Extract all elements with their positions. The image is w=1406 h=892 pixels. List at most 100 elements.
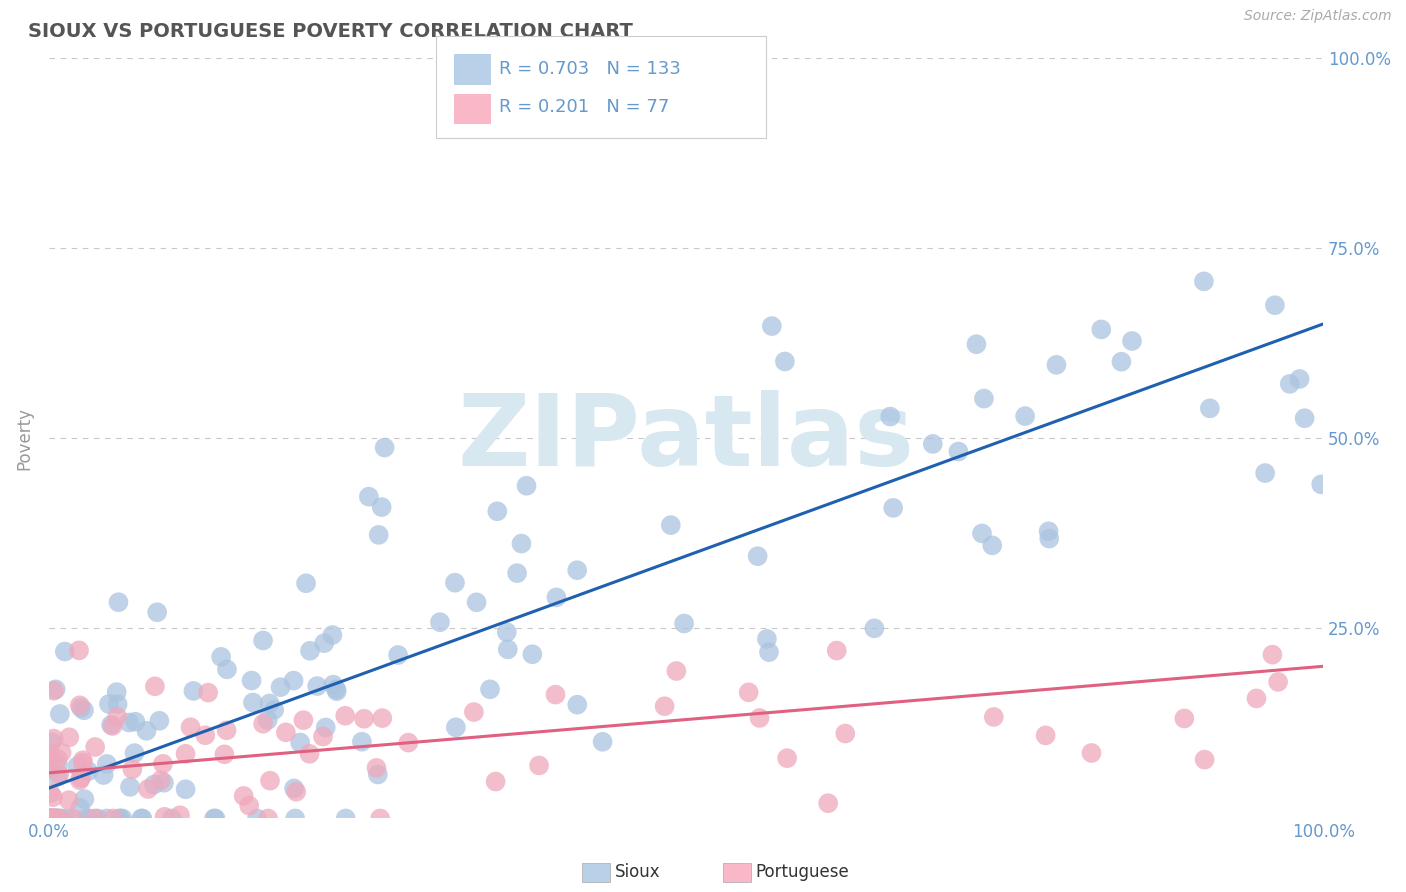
Point	[238, 798, 260, 813]
Point	[1080, 746, 1102, 760]
Point	[73, 703, 96, 717]
Point	[39, 812, 62, 826]
Point	[981, 538, 1004, 552]
Point	[124, 714, 146, 729]
Point	[1090, 322, 1112, 336]
Point	[41, 735, 63, 749]
Point	[259, 773, 281, 788]
Point	[84, 739, 107, 754]
Point	[983, 710, 1005, 724]
Point	[180, 720, 202, 734]
Point	[285, 785, 308, 799]
Point	[673, 616, 696, 631]
Point	[371, 711, 394, 725]
Point	[118, 780, 141, 794]
Point	[75, 812, 97, 826]
Point	[146, 605, 169, 619]
Point	[284, 812, 307, 826]
Text: R = 0.201   N = 77: R = 0.201 N = 77	[499, 98, 669, 116]
Point	[761, 319, 783, 334]
Point	[246, 812, 269, 826]
Point	[283, 781, 305, 796]
Point	[738, 685, 761, 699]
Text: SIOUX VS PORTUGUESE POVERTY CORRELATION CHART: SIOUX VS PORTUGUESE POVERTY CORRELATION …	[28, 22, 633, 41]
Point	[46, 757, 69, 772]
Point	[69, 698, 91, 713]
Point	[1192, 274, 1215, 288]
Point	[174, 782, 197, 797]
Point	[335, 708, 357, 723]
Point	[879, 409, 901, 424]
Point	[194, 728, 217, 742]
Point	[1038, 532, 1060, 546]
Point	[665, 664, 688, 678]
Point	[758, 645, 780, 659]
Point	[274, 725, 297, 739]
Point	[882, 500, 904, 515]
Point	[387, 648, 409, 662]
Point	[111, 812, 134, 826]
Point	[496, 642, 519, 657]
Point	[232, 789, 254, 803]
Point	[41, 812, 63, 826]
Point	[299, 644, 322, 658]
Point	[69, 801, 91, 815]
Point	[215, 662, 238, 676]
Point	[202, 812, 225, 826]
Point	[1173, 711, 1195, 725]
Point	[152, 756, 174, 771]
Point	[100, 718, 122, 732]
Point	[240, 673, 263, 688]
Point	[70, 771, 93, 785]
Point	[315, 721, 337, 735]
Point	[506, 566, 529, 580]
Point	[252, 716, 274, 731]
Point	[748, 711, 770, 725]
Point	[396, 736, 419, 750]
Point	[83, 812, 105, 826]
Point	[107, 697, 129, 711]
Point	[292, 713, 315, 727]
Point	[51, 812, 73, 826]
Point	[659, 518, 682, 533]
Point	[58, 793, 80, 807]
Point	[38, 747, 60, 761]
Point	[776, 751, 799, 765]
Text: ZIPatlas: ZIPatlas	[457, 390, 914, 486]
Point	[93, 768, 115, 782]
Point	[204, 812, 226, 826]
Point	[515, 479, 537, 493]
Point	[259, 697, 281, 711]
Point	[214, 747, 236, 762]
Point	[96, 812, 118, 826]
Point	[101, 719, 124, 733]
Point	[48, 812, 70, 826]
Point	[66, 759, 89, 773]
Point	[103, 812, 125, 826]
Point	[921, 437, 943, 451]
Point	[45, 812, 67, 826]
Point	[463, 705, 485, 719]
Point	[143, 679, 166, 693]
Point	[965, 337, 987, 351]
Point	[367, 767, 389, 781]
Point	[1310, 477, 1333, 491]
Point	[124, 746, 146, 760]
Point	[312, 730, 335, 744]
Point	[118, 715, 141, 730]
Text: R = 0.703   N = 133: R = 0.703 N = 133	[499, 60, 681, 78]
Point	[367, 528, 389, 542]
Point	[1035, 728, 1057, 742]
Point	[160, 812, 183, 826]
Point	[1294, 411, 1316, 425]
Point	[288, 735, 311, 749]
Point	[252, 633, 274, 648]
Point	[307, 679, 329, 693]
Text: Sioux: Sioux	[614, 863, 659, 881]
Text: Portuguese: Portuguese	[755, 863, 849, 881]
Point	[527, 758, 550, 772]
Point	[465, 595, 488, 609]
Point	[654, 699, 676, 714]
Point	[108, 812, 131, 826]
Point	[131, 812, 153, 826]
